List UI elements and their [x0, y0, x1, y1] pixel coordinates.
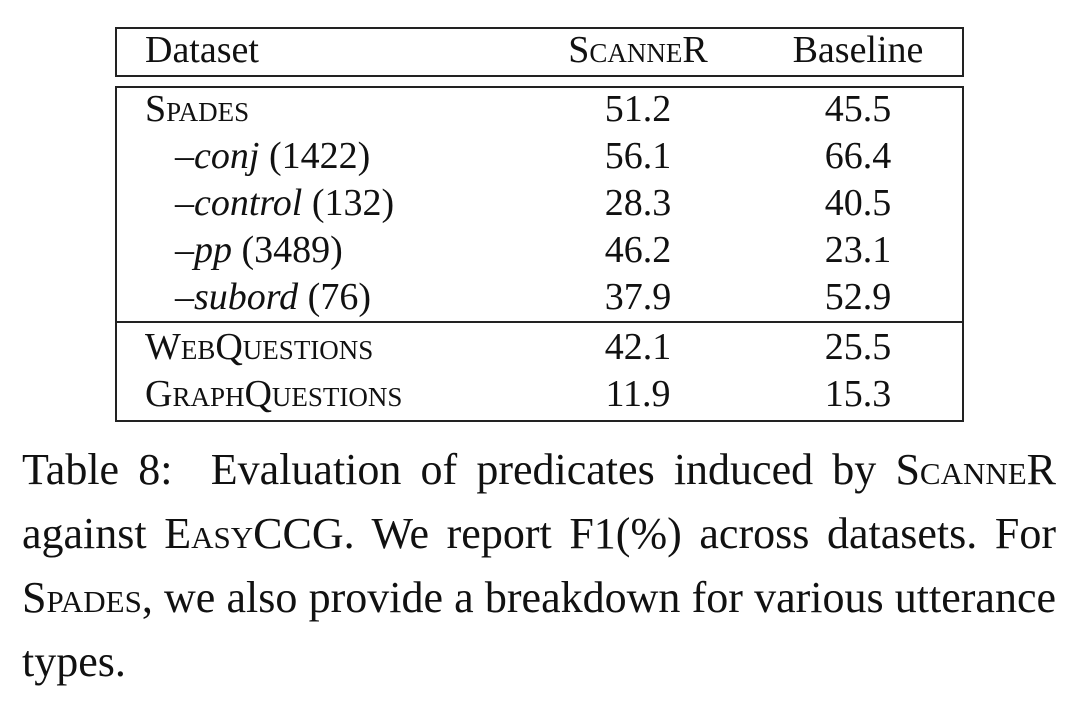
header-cell: Dataset — [145, 29, 259, 71]
value-cell: 23.1 — [824, 229, 892, 271]
caption-text: EasyCCG — [164, 509, 344, 558]
value-cell: 28.3 — [604, 182, 672, 224]
table-header-box — [115, 27, 964, 77]
row-label: –subord (76) — [175, 274, 371, 320]
value-cell: 37.9 — [604, 276, 672, 318]
value-cell: 45.5 — [824, 88, 892, 130]
value-cell: 42.1 — [604, 326, 672, 368]
value-cell: 25.5 — [824, 326, 892, 368]
table-body-box — [115, 86, 964, 422]
row-label: –control (132) — [175, 180, 394, 226]
row-label: WebQuestions — [145, 326, 374, 368]
row-label: –pp (3489) — [175, 227, 343, 273]
caption-text: against — [22, 509, 147, 558]
header-cell: Baseline — [792, 29, 924, 71]
row-label: –conj (1422) — [175, 133, 370, 179]
row-label-count: (3489) — [241, 229, 343, 271]
caption-text: ScanneR — [895, 445, 1057, 494]
caption-label: Table 8: — [22, 445, 173, 494]
row-separator — [115, 321, 964, 323]
header-cell: ScanneR — [568, 29, 708, 71]
row-label-type: –conj — [175, 135, 260, 177]
row-label-count: (1422) — [268, 135, 371, 177]
caption-text: , we also provide a breakdown for variou… — [22, 573, 1056, 686]
value-cell: 46.2 — [604, 229, 672, 271]
value-cell: 11.9 — [605, 373, 671, 415]
value-cell: 56.1 — [604, 135, 672, 177]
row-label: GraphQuestions — [145, 373, 403, 415]
value-cell: 40.5 — [824, 182, 892, 224]
row-label: Spades — [145, 88, 250, 130]
row-label-count: (76) — [307, 276, 371, 318]
row-label-type: –control — [175, 182, 303, 224]
row-label-type: –subord — [175, 276, 299, 318]
value-cell: 51.2 — [604, 88, 672, 130]
value-cell: 66.4 — [824, 135, 892, 177]
value-cell: 52.9 — [824, 276, 892, 318]
row-label-count: (132) — [311, 182, 395, 224]
caption-text: Spades — [22, 573, 142, 622]
caption-text: . We report F1(%) across datasets. For — [343, 509, 1057, 558]
row-label-type: –pp — [175, 229, 232, 271]
caption: Table 8: Evaluation of predicates induce… — [22, 438, 1056, 694]
value-cell: 15.3 — [824, 373, 892, 415]
caption-text: Evaluation of predicates induced by — [210, 445, 877, 494]
